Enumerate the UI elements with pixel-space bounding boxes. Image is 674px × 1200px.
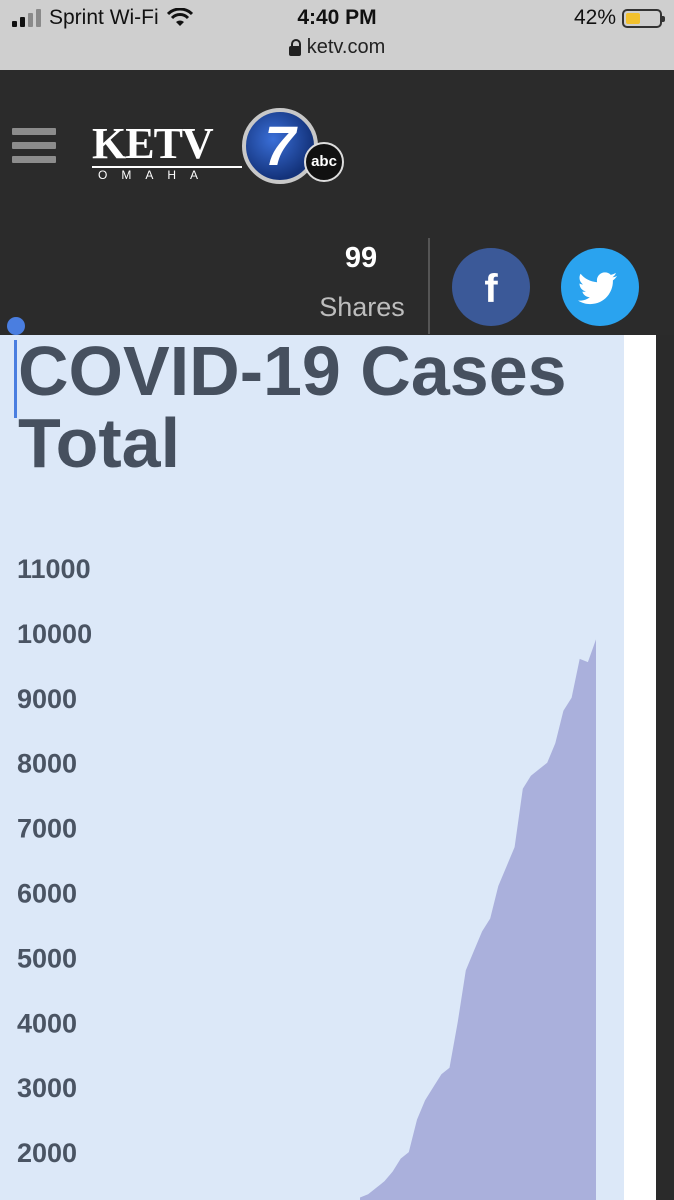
address-bar[interactable]: ketv.com xyxy=(0,36,674,59)
facebook-share-button[interactable]: f xyxy=(452,248,530,326)
menu-icon[interactable] xyxy=(12,128,56,170)
ketv-logo[interactable]: KETV OMAHA 7 abc xyxy=(92,108,352,188)
site-header: KETV OMAHA 7 abc 99 Shares f xyxy=(0,70,674,335)
y-tick-label: 9000 xyxy=(17,684,77,714)
y-tick-label: 7000 xyxy=(17,814,77,844)
cases-area-series xyxy=(360,639,596,1200)
y-tick-label: 5000 xyxy=(17,943,77,973)
status-time: 4:40 PM xyxy=(297,6,377,29)
signal-icon xyxy=(12,9,41,27)
battery-percent: 42% xyxy=(573,6,616,29)
wifi-icon xyxy=(166,8,193,26)
shares-label: Shares xyxy=(319,292,405,322)
url-text: ketv.com xyxy=(306,36,386,58)
lock-icon xyxy=(288,38,301,56)
logo-main-text: KETV xyxy=(92,119,214,168)
status-bar: Sprint Wi-Fi 4:40 PM 42% ketv.com xyxy=(0,0,674,70)
selection-handle[interactable] xyxy=(7,317,25,335)
y-tick-label: 4000 xyxy=(17,1008,77,1038)
status-left: Sprint Wi-Fi xyxy=(12,6,193,30)
text-selection-caret xyxy=(14,340,17,418)
header-divider xyxy=(428,238,430,334)
logo-sub-text: OMAHA xyxy=(92,166,242,182)
y-tick-label: 8000 xyxy=(17,749,77,779)
chart-title: COVID-19 Cases Total xyxy=(18,332,567,482)
page-edge xyxy=(624,335,656,1200)
cases-area-chart: 11000 10000 9000 8000 7000 6000 5000 4000 3000 20… xyxy=(17,554,596,1200)
y-tick-label: 10000 xyxy=(17,619,92,649)
abc-logo-icon: abc xyxy=(304,142,344,182)
y-tick-label: 3000 xyxy=(17,1073,77,1103)
status-right: 42% xyxy=(573,6,665,30)
twitter-share-button[interactable] xyxy=(561,248,639,326)
carrier-label: Sprint Wi-Fi xyxy=(49,6,159,29)
y-tick-label: 6000 xyxy=(17,879,77,909)
twitter-bird-icon xyxy=(578,272,617,305)
y-tick-label: 2000 xyxy=(17,1138,77,1168)
y-tick-label: 11000 xyxy=(17,554,91,584)
battery-icon xyxy=(622,8,665,28)
shares-count: 99 xyxy=(344,242,378,274)
chart-region: 11000 10000 9000 8000 7000 6000 5000 4000 3000 20… xyxy=(0,317,624,1200)
